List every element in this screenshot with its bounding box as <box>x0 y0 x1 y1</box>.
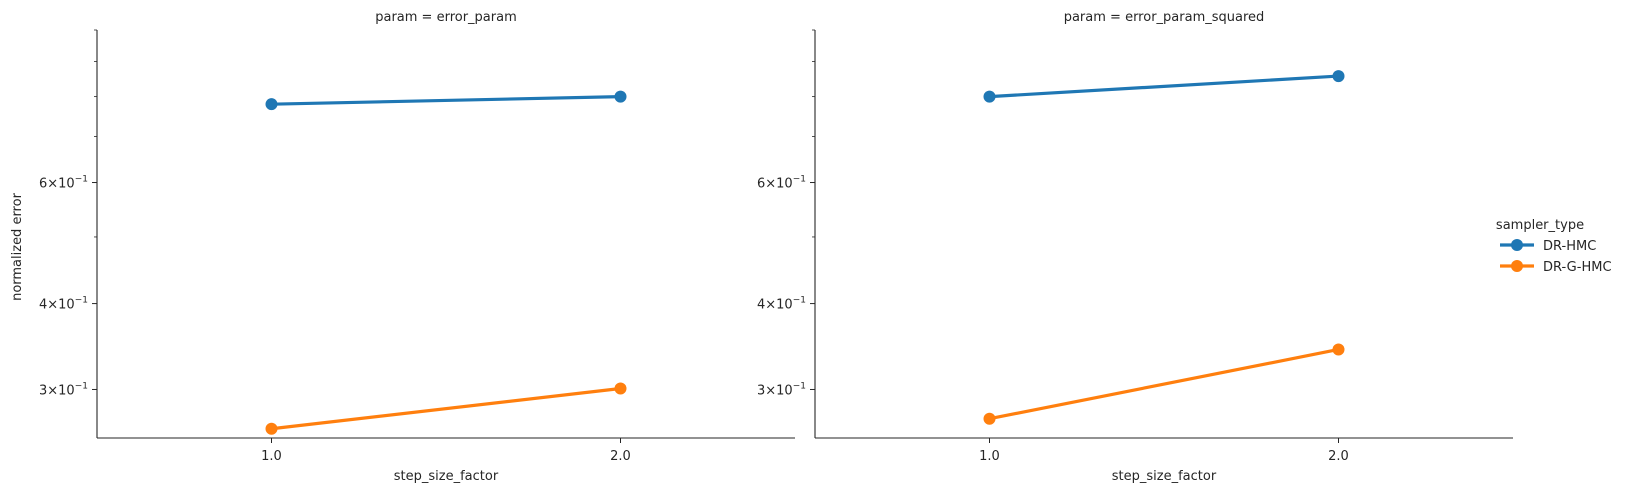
x-axis-label: step_size_factor <box>394 469 499 484</box>
legend-marker <box>1511 260 1523 272</box>
y-tick-label: 4×10−1 <box>757 296 806 313</box>
y-axis-label: normalized error <box>10 192 25 300</box>
facet-error-param: param = error_param normalized error ste… <box>10 10 795 484</box>
series-line <box>989 74 1339 99</box>
data-point <box>614 382 627 395</box>
data-point <box>983 412 996 425</box>
x-tick-label: 1.0 <box>979 449 1000 464</box>
y-tick-label: 4×10−1 <box>39 296 88 313</box>
facet-title: param = error_param <box>375 10 517 25</box>
data-point <box>983 90 996 103</box>
y-tick-label: 6×10−1 <box>757 175 806 192</box>
facet-title: param = error_param_squared <box>1064 10 1265 25</box>
legend-label: DR-G-HMC <box>1543 260 1612 275</box>
data-point <box>265 422 278 435</box>
x-axis-label: step_size_factor <box>1112 469 1217 484</box>
legend-label: DR-HMC <box>1543 239 1596 254</box>
y-tick-label: 3×10−1 <box>757 381 806 398</box>
facet-error-param-squared: param = error_param_squared step_size_fa… <box>757 10 1513 484</box>
data-point <box>1332 343 1345 356</box>
series-line <box>989 347 1339 421</box>
data-point <box>265 98 278 111</box>
series-line <box>271 95 621 106</box>
data-point <box>1332 70 1345 83</box>
x-tick-label: 2.0 <box>610 449 631 464</box>
series-line <box>271 386 621 431</box>
legend-title: sampler_type <box>1496 218 1584 233</box>
y-tick-label: 6×10−1 <box>39 175 88 192</box>
legend-marker <box>1511 239 1523 251</box>
data-point <box>614 90 627 103</box>
y-tick-label: 3×10−1 <box>39 381 88 398</box>
x-tick-label: 1.0 <box>261 449 282 464</box>
legend: sampler_type DR-HMC DR-G-HMC <box>1496 218 1612 275</box>
x-tick-label: 2.0 <box>1328 449 1349 464</box>
